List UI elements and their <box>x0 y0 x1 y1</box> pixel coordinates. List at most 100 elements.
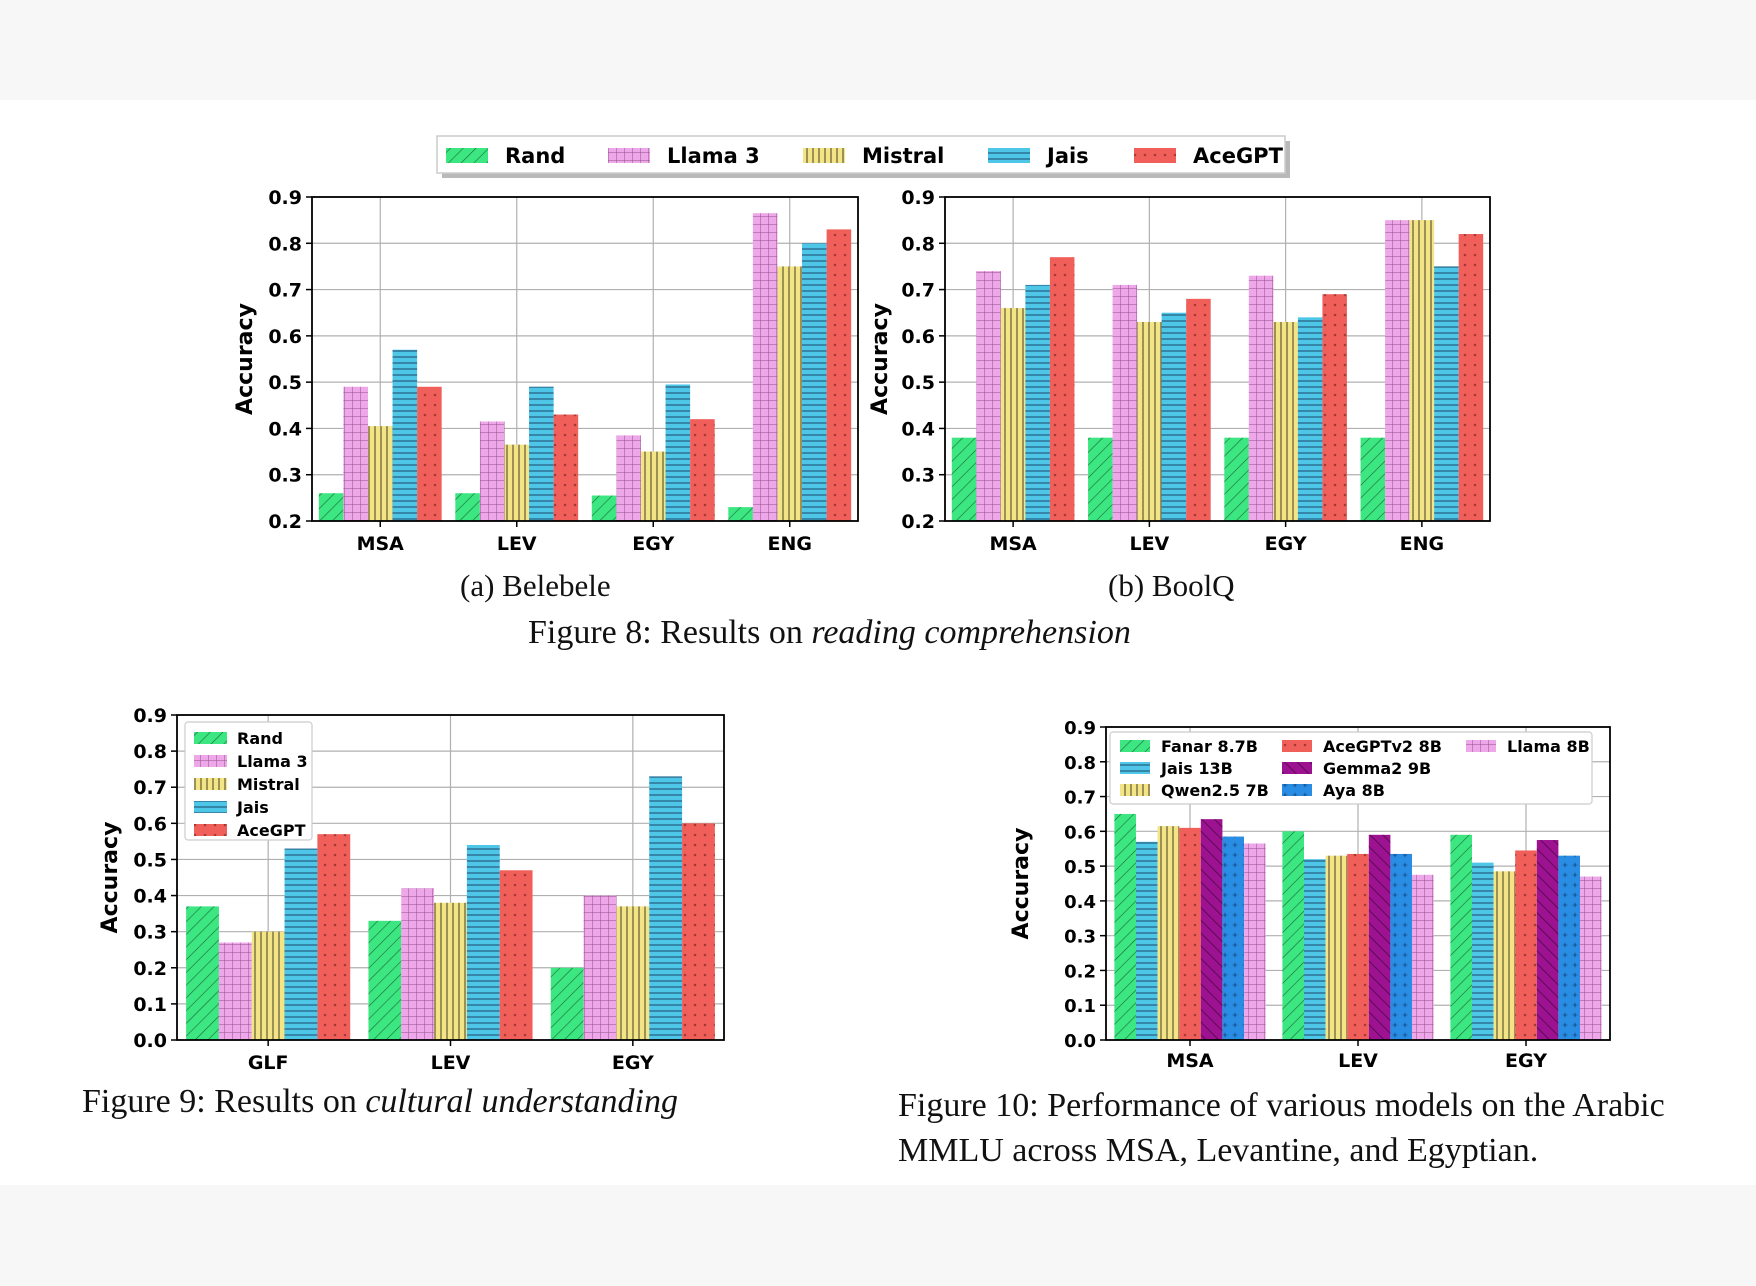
cultural-bar-jais-glf-hatch <box>284 848 318 1040</box>
cultural-ytick-label: 0.4 <box>133 886 167 908</box>
boolq-ytick-label: 0.4 <box>901 418 935 440</box>
belebele-ylabel: Accuracy <box>233 303 258 415</box>
mmlu-bar-jais-13b-lev-hatch <box>1304 859 1326 1040</box>
belebele-ytick-label: 0.9 <box>268 187 302 209</box>
mmlu-legend-label-qwen2-5-7b: Qwen2.5 7B <box>1161 781 1269 800</box>
boolq-bar-mistral-eng-hatch <box>1409 220 1435 521</box>
cultural-legend-swatch-rand-hatch <box>194 732 227 744</box>
belebele-bar-llama-3-msa-hatch <box>343 386 368 521</box>
top-legend-swatch-jais-hatch <box>988 148 1030 163</box>
boolq-ytick-label: 0.3 <box>901 465 935 487</box>
mmlu-ylabel: Accuracy <box>1009 828 1034 940</box>
boolq-bar-jais-egy-hatch <box>1297 317 1323 521</box>
mmlu-bar-acegptv2-8b-egy-hatch <box>1515 850 1537 1040</box>
boolq-bar-llama-3-egy-hatch <box>1248 275 1274 521</box>
boolq-bar-jais-msa-hatch <box>1025 284 1050 521</box>
boolq-xtick-label-eng: ENG <box>1400 533 1444 555</box>
mmlu-bar-llama-8b-msa-hatch <box>1244 843 1266 1040</box>
boolq-bar-mistral-egy-hatch <box>1273 321 1298 521</box>
mmlu-ytick-label: 0.2 <box>1064 961 1096 982</box>
belebele-bar-mistral-eng-hatch <box>777 266 803 521</box>
caption-fig8b: (b) BoolQ <box>1108 568 1235 603</box>
top-legend-label-rand: Rand <box>505 144 565 168</box>
mmlu-ytick-label: 0.1 <box>1064 996 1096 1017</box>
cultural-bar-rand-egy-hatch <box>550 967 584 1040</box>
mmlu-legend-swatch-llama-8b-hatch <box>1466 740 1496 752</box>
boolq-bar-acegpt-eng-hatch <box>1458 234 1484 521</box>
cultural-legend-label-acegpt: AceGPT <box>237 821 306 840</box>
cultural-ytick-label: 0.7 <box>133 777 167 799</box>
mmlu-bar-acegptv2-8b-lev-hatch <box>1347 853 1369 1040</box>
belebele-bar-acegpt-egy-hatch <box>690 419 715 521</box>
cultural-ytick-label: 0.0 <box>133 1030 167 1052</box>
mmlu-bar-aya-8b-lev-hatch <box>1390 853 1412 1040</box>
mmlu-ytick-label: 0.0 <box>1064 1031 1096 1052</box>
mmlu-bar-qwen2-5-7b-lev-hatch <box>1325 855 1348 1040</box>
top-legend-label-mistral: Mistral <box>862 144 944 168</box>
belebele-bar-jais-lev-hatch <box>529 386 554 521</box>
cultural-xtick-label-egy: EGY <box>612 1052 654 1074</box>
belebele-bar-acegpt-lev-hatch <box>553 414 579 521</box>
belebele-bar-jais-eng-hatch <box>802 243 827 522</box>
cultural-ytick-label: 0.9 <box>133 705 167 727</box>
cultural-bar-mistral-egy-hatch <box>616 906 650 1040</box>
top-legend-swatch-llama-3-hatch <box>608 148 650 163</box>
caption-fig8a: (a) Belebele <box>460 568 611 603</box>
mmlu-legend-swatch-gemma2-9b-hatch <box>1282 762 1312 774</box>
mmlu-bar-gemma2-9b-lev-hatch <box>1368 834 1391 1040</box>
cultural-ytick-label: 0.2 <box>133 958 167 980</box>
cultural-legend-label-llama-3: Llama 3 <box>237 752 308 771</box>
belebele-bar-jais-msa-hatch <box>392 349 418 521</box>
belebele-xtick-label-msa: MSA <box>357 533 405 555</box>
mmlu-legend-swatch-fanar-8-7b-hatch <box>1120 740 1150 752</box>
belebele-axes-frame <box>311 196 859 522</box>
boolq-bar-jais-eng-hatch <box>1434 266 1459 521</box>
caption-fig9: Figure 9: Results on cultural understand… <box>82 1083 678 1121</box>
mmlu-xtick-label-lev: LEV <box>1338 1050 1378 1072</box>
belebele-ytick-label: 0.4 <box>268 418 302 440</box>
mmlu-ytick-label: 0.7 <box>1064 788 1096 809</box>
mmlu-legend-swatch-aya-8b-hatch <box>1282 784 1312 796</box>
cultural-ytick-label: 0.6 <box>133 813 167 835</box>
cultural-bar-rand-glf-hatch <box>186 906 219 1040</box>
boolq-ytick-label: 0.2 <box>901 511 935 533</box>
cultural-xtick-label-glf: GLF <box>248 1052 289 1074</box>
top-legend-label-jais: Jais <box>1045 144 1089 168</box>
belebele-bar-llama-3-egy-hatch <box>616 435 641 521</box>
boolq-xtick-label-egy: EGY <box>1265 533 1307 555</box>
boolq-bar-llama-3-eng-hatch <box>1385 220 1410 521</box>
chart-cultural: 0.0 0.1 0.2 0.3 0.4 0.5 0.6 0.7 0.8 0.9 GLF LEV EGY A… <box>98 705 725 1074</box>
cultural-bar-acegpt-egy-hatch <box>682 823 715 1040</box>
chart-boolq: 0.2 0.3 0.4 0.5 0.6 0.7 0.8 0.9 MSA LEV EGY ENG Accu… <box>868 187 1491 555</box>
belebele-bar-mistral-msa-hatch <box>367 426 393 521</box>
cultural-bar-acegpt-lev-hatch <box>499 870 533 1040</box>
boolq-bar-rand-eng-hatch <box>1360 437 1386 521</box>
boolq-bar-mistral-lev-hatch <box>1137 321 1162 521</box>
cultural-bar-llama-3-glf-hatch <box>218 942 252 1040</box>
belebele-bar-acegpt-msa-hatch <box>417 386 442 521</box>
boolq-bar-rand-egy-hatch <box>1224 437 1249 521</box>
belebele-bar-rand-lev-hatch <box>455 493 480 521</box>
belebele-ytick-label: 0.6 <box>268 326 302 348</box>
belebele-ytick-label: 0.2 <box>268 511 302 533</box>
mmlu-legend-label-llama-8b: Llama 8B <box>1507 737 1590 756</box>
mmlu-bar-llama-8b-egy-hatch <box>1580 876 1602 1040</box>
caption-fig8-italic: reading comprehension <box>811 614 1131 651</box>
cultural-ytick-label: 0.8 <box>133 741 167 763</box>
chart-mmlu: 0.0 0.1 0.2 0.3 0.4 0.5 0.6 0.7 0.8 0.9 MSA LEV EGY A… <box>1009 718 1611 1072</box>
belebele-bar-llama-3-eng-hatch <box>752 213 778 521</box>
top-legend: Rand Llama 3 Mistral Jais AceGPT <box>436 135 1290 178</box>
cultural-bar-mistral-glf-hatch <box>251 931 285 1040</box>
top-legend-label-acegpt: AceGPT <box>1193 144 1284 168</box>
cultural-bar-llama-3-egy-hatch <box>583 895 617 1040</box>
belebele-ytick-label: 0.5 <box>268 372 302 394</box>
mmlu-bar-qwen2-5-7b-egy-hatch <box>1493 871 1516 1040</box>
belebele-bar-rand-eng-hatch <box>728 507 753 521</box>
belebele-xtick-label-lev: LEV <box>497 533 537 555</box>
mmlu-bar-fanar-8-7b-lev-hatch <box>1282 831 1304 1040</box>
cultural-bar-jais-egy-hatch <box>649 776 683 1040</box>
top-legend-swatch-mistral-hatch <box>803 148 845 163</box>
boolq-xtick-label-lev: LEV <box>1129 533 1169 555</box>
boolq-ytick-label: 0.5 <box>901 372 935 394</box>
boolq-bar-llama-3-msa-hatch <box>976 271 1001 521</box>
